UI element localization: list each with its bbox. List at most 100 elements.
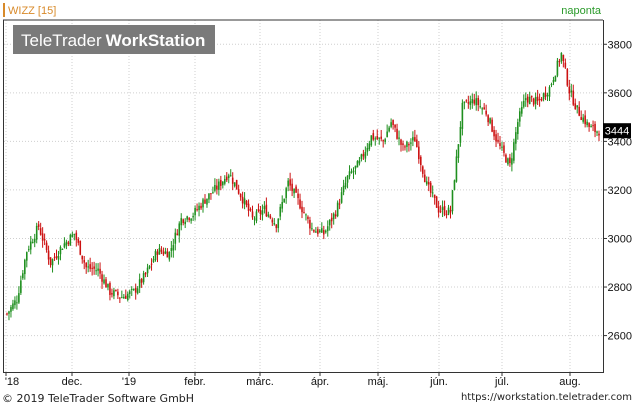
candle-body (467, 102, 470, 104)
candle-body (388, 127, 390, 132)
candle-body (590, 126, 592, 128)
candle-body (517, 122, 519, 135)
symbol-label: WIZZ [15] (8, 5, 56, 17)
candle-body (362, 153, 365, 157)
candle-body (49, 257, 52, 266)
candle-body (14, 300, 16, 306)
candle-body (208, 193, 210, 200)
candle-body (522, 100, 525, 107)
candle-body (85, 262, 87, 268)
candle-body (192, 216, 194, 218)
candle-body (251, 211, 254, 218)
candle-body (384, 139, 386, 142)
candle-body (281, 201, 284, 209)
candle-body (519, 111, 521, 122)
candle-body (598, 133, 600, 136)
candle-body (95, 270, 97, 272)
candle-body (530, 95, 533, 98)
candle-body (212, 192, 214, 194)
candle-body (172, 244, 175, 251)
candle-body (376, 136, 379, 140)
candle-body (297, 193, 299, 199)
candle-body (528, 96, 531, 105)
candle-body (160, 249, 163, 252)
candle-body (109, 283, 111, 295)
candle-body (344, 182, 347, 188)
candle-body (115, 289, 117, 291)
candle-body (97, 268, 99, 271)
candle-body (168, 251, 171, 260)
candle-body (538, 98, 541, 100)
candle-body (269, 215, 272, 218)
candle-body (586, 121, 588, 126)
candle-body (532, 98, 535, 105)
candle-body (473, 99, 476, 104)
candle-body (445, 214, 448, 216)
candle-body (71, 234, 74, 237)
candle-body (53, 257, 56, 259)
last-price-label: 3444 (605, 126, 629, 138)
candle-body (121, 297, 123, 299)
candle-body (119, 297, 121, 299)
candle-body (574, 103, 577, 110)
y-tick-label: 2600 (608, 331, 632, 343)
candle-body (542, 93, 545, 100)
y-tick-label: 3200 (608, 185, 632, 197)
candle-body (301, 206, 303, 213)
candle-body (483, 107, 485, 110)
x-tick-label: '19 (122, 376, 136, 388)
candle-body (366, 147, 369, 152)
candle-body (158, 247, 161, 255)
candle-body (534, 97, 537, 104)
candle-body (63, 243, 66, 248)
candle-body (247, 203, 250, 211)
chart-frame (3, 19, 604, 373)
candle-body (51, 259, 54, 266)
candle-body (451, 190, 454, 212)
candle-body (469, 101, 472, 105)
candle-body (372, 133, 375, 140)
candle-body (596, 131, 598, 133)
candle-body (180, 218, 183, 226)
candle-body (41, 233, 44, 241)
last-price-box (603, 123, 631, 139)
watermark: TeleTrader WorkStation (13, 25, 215, 54)
candle-body (578, 106, 581, 116)
candle-body (178, 223, 181, 236)
candle-body (463, 101, 466, 104)
candle-body (285, 188, 287, 199)
candle-body (77, 239, 80, 243)
candle-body (505, 154, 507, 163)
candle-body (524, 98, 527, 101)
source-url[interactable]: https://workstation.teletrader.com (460, 392, 632, 403)
candle-body (374, 138, 377, 140)
candle-body (245, 200, 248, 205)
candle-body (313, 230, 315, 232)
candle-body (6, 313, 8, 315)
x-tick-label: dec. (62, 376, 83, 388)
candle-body (414, 137, 416, 142)
candle-body (164, 251, 167, 254)
candle-body (111, 292, 113, 295)
candle-body (420, 156, 422, 166)
candle-body (560, 52, 563, 62)
candle-body (229, 175, 232, 177)
candle-body (31, 242, 34, 244)
header-marker (3, 3, 5, 17)
candle-body (582, 117, 584, 122)
candle-body (271, 219, 274, 223)
candle-body (287, 180, 289, 187)
candle-body (101, 274, 103, 282)
candle-body (73, 233, 76, 235)
candle-body (299, 199, 301, 209)
candle-body (75, 232, 78, 240)
candle-body (293, 188, 295, 194)
candle-body (449, 209, 452, 213)
candle-body (289, 179, 291, 186)
candle-body (55, 256, 58, 258)
candle-body (515, 132, 517, 144)
candle-body (198, 205, 200, 211)
candle-body (148, 265, 151, 269)
candle-body (89, 264, 91, 269)
